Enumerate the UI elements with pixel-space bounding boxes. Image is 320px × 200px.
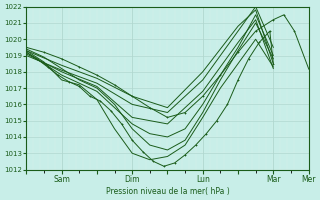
X-axis label: Pression niveau de la mer( hPa ): Pression niveau de la mer( hPa ) — [106, 187, 229, 196]
